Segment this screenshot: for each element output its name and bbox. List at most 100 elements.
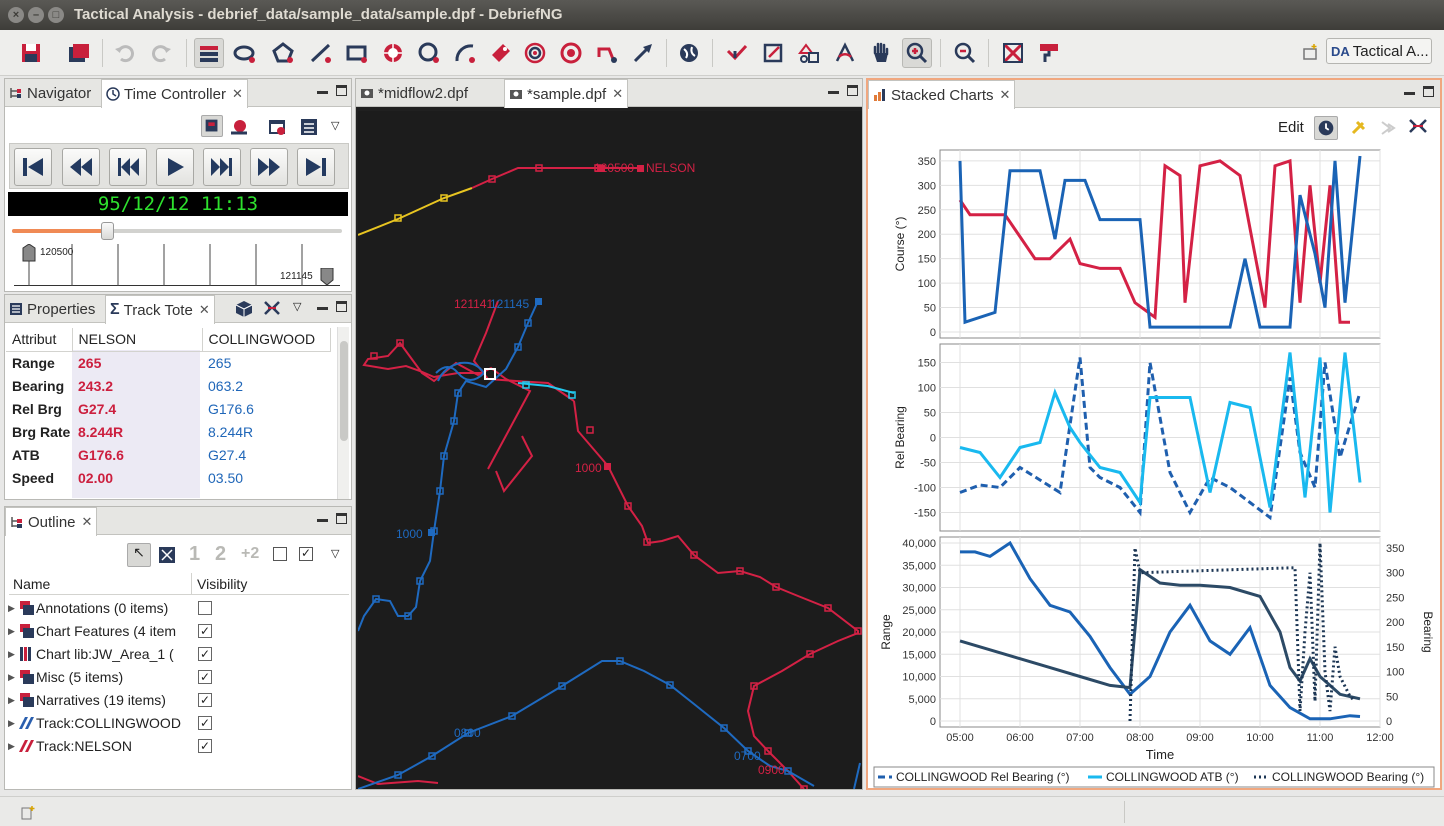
undo-icon[interactable]	[110, 38, 140, 68]
zoom-in-icon[interactable]	[902, 38, 932, 68]
select-arrow-icon[interactable]: ↖	[127, 543, 151, 567]
paint-roller-icon[interactable]	[1034, 38, 1064, 68]
close-tab-icon[interactable]: ✕	[999, 87, 1011, 102]
tab-stacked-charts[interactable]: Stacked Charts ✕	[868, 80, 1016, 109]
minimize-icon[interactable]	[1404, 88, 1415, 95]
snail-mode-button[interactable]	[229, 117, 249, 137]
tree-item-chart-lib[interactable]: ▶ Chart lib:JW_Area_1 (✓	[8, 646, 212, 662]
save-as-icon[interactable]	[64, 38, 94, 68]
forward-disabled-icon[interactable]	[1378, 118, 1398, 138]
close-tab-icon[interactable]: ✕	[81, 514, 93, 529]
column-header-name[interactable]: Name	[13, 576, 51, 592]
tab-navigator[interactable]: Navigator	[5, 79, 95, 107]
table-row[interactable]: Speed 02.00 03.50	[6, 466, 330, 489]
scrollbar-thumb[interactable]	[340, 341, 348, 441]
circle-tool-icon[interactable]	[414, 38, 444, 68]
pan-hand-icon[interactable]	[866, 38, 896, 68]
maximize-icon[interactable]	[336, 513, 347, 524]
label-tool-icon[interactable]	[486, 38, 516, 68]
properties-list-button[interactable]	[299, 117, 319, 137]
tree-item-misc[interactable]: ▶ Misc (5 items) ✓	[8, 669, 212, 685]
selected-point-marker[interactable]	[484, 368, 496, 380]
visibility-checkbox[interactable]: ✓	[198, 670, 212, 684]
go-to-end-button[interactable]	[297, 148, 335, 186]
redo-icon[interactable]	[146, 38, 176, 68]
tree-item-track-nelson[interactable]: ▶ Track:NELSON ✓	[8, 738, 212, 754]
visibility-checkbox[interactable]: ✓	[198, 624, 212, 638]
number-one-icon[interactable]: 1	[189, 543, 201, 565]
minimize-icon[interactable]	[317, 87, 328, 94]
close-tab-icon[interactable]: ✕	[612, 86, 624, 101]
turn-tool-icon[interactable]	[592, 38, 622, 68]
stacked-charts-canvas[interactable]: 350 300 250 200 150 100 50 0 Course (°) 150 100 50 0…	[870, 144, 1440, 790]
maximize-icon[interactable]	[847, 85, 858, 96]
uncheck-all-icon[interactable]	[273, 547, 287, 561]
column-header-attribute[interactable]: Attribut	[6, 328, 73, 352]
view-menu-icon[interactable]: ▽	[331, 548, 340, 560]
tab-outline[interactable]: Outline ✕	[5, 507, 98, 536]
edit-label[interactable]: Edit	[1278, 119, 1304, 136]
maximize-icon[interactable]	[336, 301, 347, 312]
zoom-out-icon[interactable]	[950, 38, 980, 68]
small-step-forward-button[interactable]	[203, 148, 241, 186]
view-menu-icon[interactable]: ▽	[331, 120, 340, 132]
column-header-collingwood[interactable]: COLLINGWOOD	[202, 328, 331, 352]
ellipse-tool-icon[interactable]	[230, 38, 260, 68]
tab-time-controller[interactable]: Time Controller ✕	[101, 79, 248, 108]
pin-icon[interactable]	[1348, 118, 1368, 138]
cube-icon[interactable]	[235, 300, 253, 318]
time-slider-thumb[interactable]	[101, 222, 114, 240]
vector-tool-icon[interactable]	[628, 38, 658, 68]
time-format-button[interactable]	[267, 117, 287, 137]
arc-tool-icon[interactable]	[450, 38, 480, 68]
minimize-icon[interactable]	[317, 515, 328, 522]
go-to-start-button[interactable]	[14, 148, 52, 186]
range-rings-icon[interactable]	[378, 38, 408, 68]
tree-item-track-collingwood[interactable]: ▶ Track:COLLINGWOOD ✓	[8, 715, 212, 731]
close-tab-icon[interactable]: ✕	[198, 302, 210, 317]
tree-item-narratives[interactable]: ▶ Narratives (19 items) ✓	[8, 692, 212, 708]
visibility-checkbox[interactable]: ✓	[198, 647, 212, 661]
target-tool-icon[interactable]	[520, 38, 550, 68]
maximize-icon[interactable]	[336, 85, 347, 96]
close-window-button[interactable]: ×	[8, 7, 24, 23]
visibility-checkbox[interactable]: ✓	[198, 739, 212, 753]
maximize-window-button[interactable]: □	[48, 7, 64, 23]
table-row[interactable]: Bearing 243.2 063.2	[6, 374, 330, 397]
protractor-tool-icon[interactable]	[830, 38, 860, 68]
check-all-icon[interactable]: ✓	[299, 546, 313, 561]
table-row[interactable]: Rel Brg G27.4 G176.6	[6, 397, 330, 420]
number-two-icon[interactable]: 2	[215, 543, 227, 565]
time-slider-track[interactable]	[12, 229, 342, 233]
play-button[interactable]	[156, 148, 194, 186]
minimize-icon[interactable]	[317, 303, 328, 310]
view-properties-button[interactable]	[201, 115, 223, 137]
close-tab-icon[interactable]: ✕	[231, 86, 243, 101]
tab-track-tote[interactable]: Σ Track Tote ✕	[105, 295, 215, 324]
open-perspective-icon[interactable]	[1296, 38, 1326, 68]
view-menu-icon[interactable]: ▽	[293, 301, 302, 313]
sync-icon[interactable]	[263, 300, 281, 318]
column-header-visibility[interactable]: Visibility	[197, 576, 248, 592]
perspective-tactical-analysis[interactable]: DA Tactical A...	[1326, 38, 1432, 64]
start-marker-icon[interactable]	[21, 244, 37, 262]
stretch-tool-icon[interactable]	[758, 38, 788, 68]
table-row[interactable]: ATB G176.6 G27.4	[6, 443, 330, 466]
minimize-window-button[interactable]: –	[28, 7, 44, 23]
visibility-checkbox[interactable]	[198, 601, 212, 615]
new-item-icon[interactable]	[20, 805, 36, 821]
polygon-tool-icon[interactable]	[268, 38, 298, 68]
bullseye-tool-icon[interactable]	[556, 38, 586, 68]
table-row[interactable]: Brg Rate 8.244R 8.244R	[6, 420, 330, 443]
time-mode-button[interactable]	[1314, 116, 1338, 140]
small-step-back-button[interactable]	[109, 148, 147, 186]
vertical-scrollbar[interactable]	[337, 327, 349, 499]
tab-sample[interactable]: *sample.dpf ✕	[504, 79, 629, 108]
save-icon[interactable]	[16, 38, 46, 68]
tactical-plot-canvas[interactable]	[358, 111, 862, 789]
select-tool-icon[interactable]	[722, 38, 752, 68]
large-step-forward-button[interactable]	[250, 148, 288, 186]
visibility-checkbox[interactable]: ✓	[198, 716, 212, 730]
layers-icon[interactable]	[194, 38, 224, 68]
tab-properties[interactable]: Properties	[5, 295, 99, 323]
